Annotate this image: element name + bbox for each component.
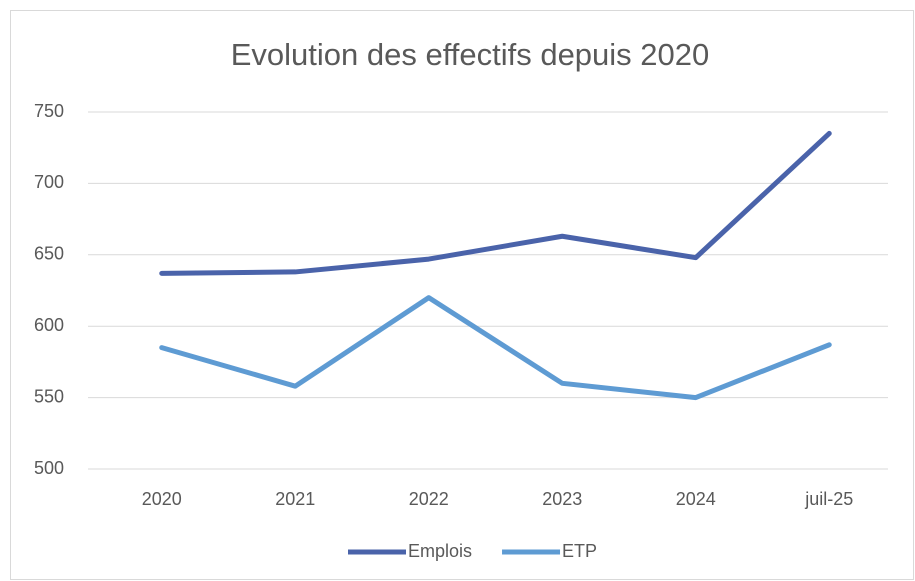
chart-border	[10, 10, 914, 580]
y-tick-label: 550	[34, 386, 64, 406]
legend-label: Emplois	[408, 541, 472, 561]
x-tick-label: 2020	[142, 489, 182, 509]
series-line	[159, 130, 832, 276]
y-tick-label: 650	[34, 244, 64, 264]
y-tick-label: 700	[34, 172, 64, 192]
series-line	[159, 295, 832, 401]
x-tick-label: 2021	[275, 489, 315, 509]
y-tick-label: 600	[34, 315, 64, 335]
legend-label: ETP	[562, 541, 597, 561]
x-tick-label: 2022	[409, 489, 449, 509]
chart-title: Evolution des effectifs depuis 2020	[231, 37, 710, 72]
x-tick-label: 2024	[676, 489, 716, 509]
x-tick-label: juil-25	[804, 489, 853, 509]
x-tick-label: 2023	[542, 489, 582, 509]
y-tick-label: 500	[34, 458, 64, 478]
y-tick-label: 750	[34, 101, 64, 121]
